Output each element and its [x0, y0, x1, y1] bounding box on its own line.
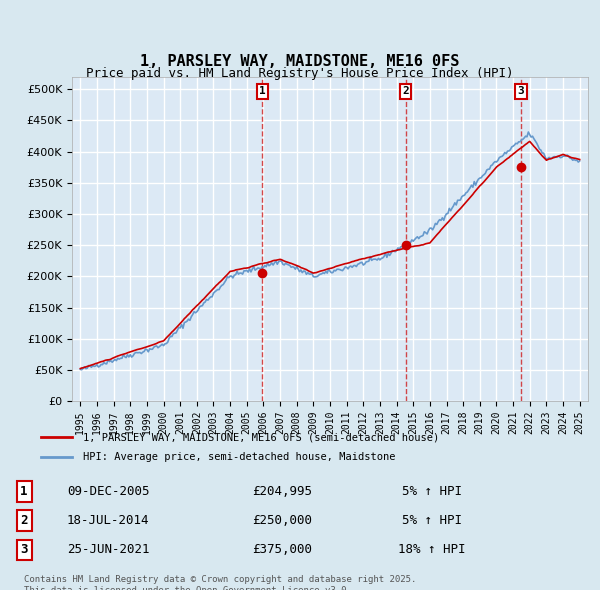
- Text: £204,995: £204,995: [252, 485, 312, 498]
- Text: 18-JUL-2014: 18-JUL-2014: [67, 514, 149, 527]
- Text: 09-DEC-2005: 09-DEC-2005: [67, 485, 149, 498]
- Text: 18% ↑ HPI: 18% ↑ HPI: [398, 543, 466, 556]
- Text: 2: 2: [20, 514, 28, 527]
- Text: Contains HM Land Registry data © Crown copyright and database right 2025.
This d: Contains HM Land Registry data © Crown c…: [24, 575, 416, 590]
- Text: 1: 1: [20, 485, 28, 498]
- Text: £375,000: £375,000: [252, 543, 312, 556]
- Text: £250,000: £250,000: [252, 514, 312, 527]
- Text: 1: 1: [259, 86, 266, 96]
- Text: 1, PARSLEY WAY, MAIDSTONE, ME16 0FS: 1, PARSLEY WAY, MAIDSTONE, ME16 0FS: [140, 54, 460, 70]
- Text: Price paid vs. HM Land Registry's House Price Index (HPI): Price paid vs. HM Land Registry's House …: [86, 67, 514, 80]
- Text: 5% ↑ HPI: 5% ↑ HPI: [402, 514, 462, 527]
- Text: HPI: Average price, semi-detached house, Maidstone: HPI: Average price, semi-detached house,…: [83, 452, 395, 461]
- Text: 1, PARSLEY WAY, MAIDSTONE, ME16 0FS (semi-detached house): 1, PARSLEY WAY, MAIDSTONE, ME16 0FS (sem…: [83, 432, 439, 442]
- Text: 25-JUN-2021: 25-JUN-2021: [67, 543, 149, 556]
- Text: 5% ↑ HPI: 5% ↑ HPI: [402, 485, 462, 498]
- Text: 3: 3: [518, 86, 524, 96]
- Text: 2: 2: [402, 86, 409, 96]
- Text: 3: 3: [20, 543, 28, 556]
